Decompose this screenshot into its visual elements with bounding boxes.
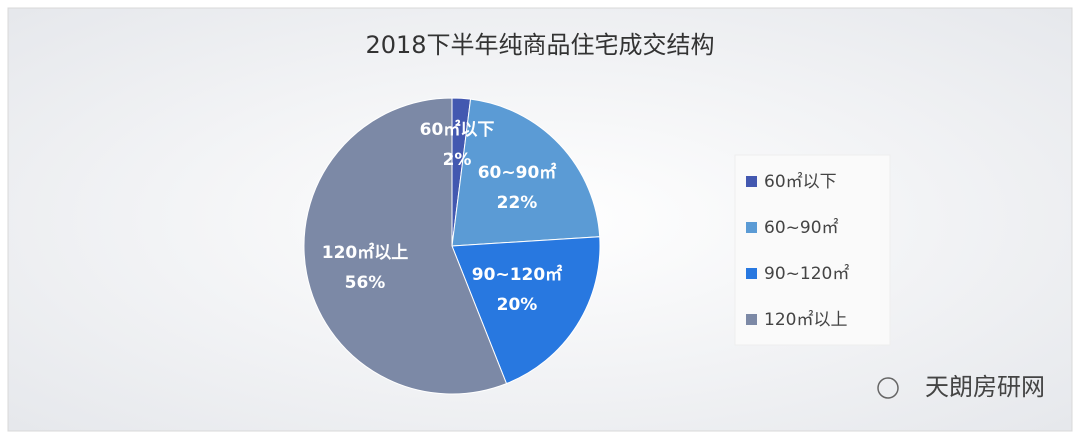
watermark: 天朗房研网 — [925, 373, 1045, 401]
data-label-value: 2% — [443, 150, 472, 170]
chart-title: 2018下半年纯商品住宅成交结构 — [365, 31, 714, 59]
legend-label: 60~90㎡ — [764, 218, 839, 238]
data-label-value: 20% — [497, 295, 538, 315]
data-label-category: 90~120㎡ — [472, 264, 562, 285]
data-label: 60~90㎡ 22% — [478, 162, 557, 213]
watermark-icon — [877, 377, 899, 399]
legend-swatch — [746, 268, 757, 279]
legend-swatch — [746, 176, 757, 187]
data-label-category: 60㎡以下 — [420, 119, 495, 140]
pie-slice — [303, 97, 508, 395]
legend-label: 120㎡以上 — [764, 310, 847, 330]
data-label-value: 56% — [345, 273, 386, 293]
legend-swatch — [746, 222, 757, 233]
pie-slice — [451, 236, 601, 385]
data-label-category: 120㎡以上 — [322, 242, 409, 263]
legend-label: 60㎡以下 — [764, 172, 837, 192]
data-label: 60㎡以下 2% — [420, 119, 495, 170]
legend-swatch — [746, 314, 757, 325]
legend-box — [734, 154, 891, 346]
data-label-category: 60~90㎡ — [478, 162, 557, 183]
data-label: 90~120㎡ 20% — [472, 264, 562, 315]
data-label-value: 22% — [497, 193, 538, 213]
pie-slice — [451, 98, 601, 247]
data-label: 120㎡以上 56% — [322, 242, 409, 293]
legend-label: 90~120㎡ — [764, 264, 849, 284]
